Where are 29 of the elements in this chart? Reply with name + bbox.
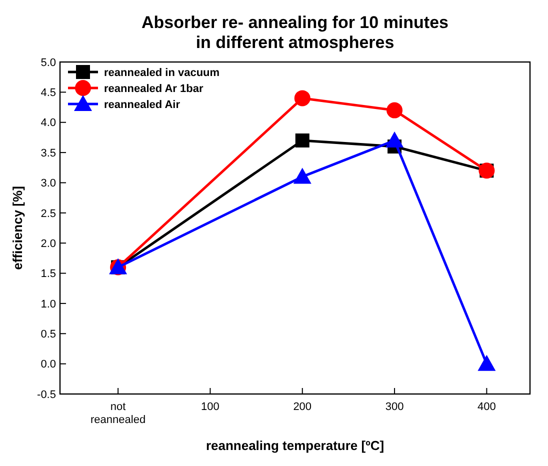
point (294, 90, 310, 106)
x-tick-label: 200 (293, 401, 312, 413)
y-tick-label: 1.5 (40, 268, 56, 280)
y-tick-label: 4.5 (40, 87, 56, 100)
x-tick-label: 100 (201, 401, 220, 413)
legend-label: reannealed Air (104, 98, 181, 111)
point (293, 168, 312, 184)
y-tick-label: -0.5 (37, 388, 56, 401)
legend-label: reannealed in vacuum (104, 66, 220, 79)
point (295, 133, 310, 148)
y-tick-label: 4.0 (40, 117, 56, 130)
x-tick-label: not reannealed (90, 401, 146, 426)
point (478, 354, 496, 371)
y-tick-label: 5.0 (40, 56, 56, 69)
y-tick-label: 3.0 (40, 178, 56, 190)
y-tick-label: 3.5 (40, 147, 56, 160)
x-tick-label: 300 (385, 401, 404, 413)
x-axis-title: reannealing temperature [ºC] (206, 438, 384, 453)
y-axis-title: efficiency [%] (10, 186, 25, 270)
point (386, 102, 403, 118)
y-tick-label: 0.5 (40, 328, 56, 340)
x-tick-label: 400 (478, 401, 496, 413)
legend-label: reannealed Ar 1bar (104, 82, 204, 95)
y-tick-label: 2.5 (40, 208, 56, 220)
chart-title: Absorber re- annealing for 10 minutes in different atmospheres (141, 13, 449, 52)
y-tick-label: 1.0 (40, 298, 56, 310)
point (386, 131, 404, 148)
y-tick-label: 2.0 (40, 238, 56, 250)
y-tick-label: 0.0 (40, 358, 56, 371)
